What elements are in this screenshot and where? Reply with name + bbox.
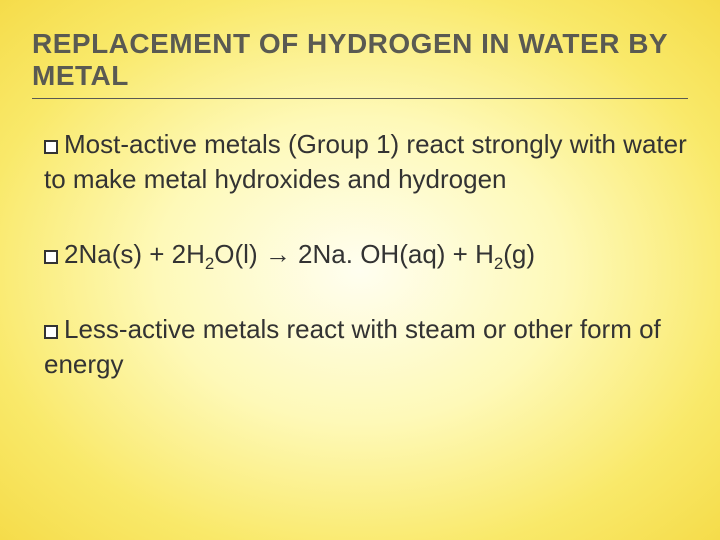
bullet-text: 2	[205, 254, 214, 273]
title-underline	[32, 98, 688, 99]
bullet-text: Most-active metals (Group 1) react stron…	[44, 129, 687, 194]
bullet-text: O(l) → 2Na. OH(aq) + H	[214, 239, 494, 269]
bullet-item: Less-active metals react with steam or o…	[44, 312, 688, 382]
bullet-item: Most-active metals (Group 1) react stron…	[44, 127, 688, 197]
bullet-text: 2	[494, 254, 503, 273]
bullets-container: Most-active metals (Group 1) react stron…	[32, 127, 688, 382]
square-bullet-icon	[44, 250, 58, 264]
square-bullet-icon	[44, 140, 58, 154]
bullet-text: 2Na(s) + 2H	[64, 239, 205, 269]
square-bullet-icon	[44, 325, 58, 339]
slide-title: REPLACEMENT OF HYDROGEN IN WATER BY META…	[32, 28, 688, 92]
bullet-text: (g)	[503, 239, 535, 269]
bullet-item: 2Na(s) + 2H2O(l) → 2Na. OH(aq) + H2(g)	[44, 237, 688, 272]
bullet-text: Less-active metals react with steam or o…	[44, 314, 661, 379]
